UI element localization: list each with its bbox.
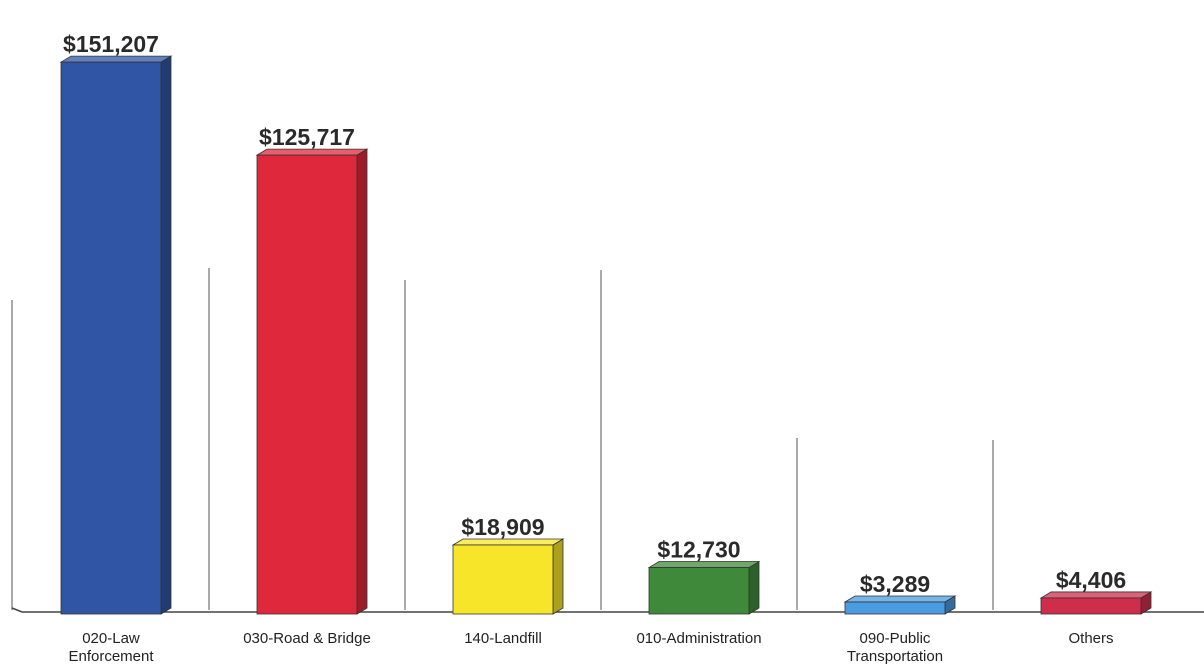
- bar-side: [748, 560, 760, 615]
- bar-front: [648, 567, 750, 615]
- category-label: Others: [1068, 630, 1113, 647]
- bar: [59, 55, 173, 615]
- bar: [451, 538, 565, 615]
- data-label: $18,909: [461, 514, 544, 540]
- baseline: [11, 607, 1204, 613]
- bar-front: [60, 61, 162, 615]
- bar-front: [844, 601, 946, 615]
- value-labels-group: $151,207 $125,717 $18,909 $12,730 $3,289 $4,4…: [63, 31, 1126, 597]
- category-label: 010-Administration: [636, 630, 761, 647]
- bar-side: [552, 538, 564, 615]
- bar-side: [160, 55, 172, 615]
- data-label: $151,207: [63, 31, 159, 57]
- data-label: $3,289: [860, 571, 930, 597]
- data-label: $4,406: [1056, 567, 1126, 593]
- chart-grid: [11, 268, 994, 610]
- chart-floor: [11, 607, 1204, 613]
- bar-front: [452, 544, 554, 615]
- category-labels-group: 020-Law Enforcement 030-Road & Bridge 140-L…: [68, 630, 1113, 665]
- bars-group: [59, 55, 1153, 615]
- data-label: $125,717: [259, 124, 355, 150]
- bar: [843, 595, 957, 615]
- bar: [1039, 591, 1153, 615]
- bar-side: [356, 148, 368, 615]
- data-label: $12,730: [657, 537, 740, 563]
- category-label: 090-Public Transportation: [847, 630, 943, 665]
- bar: [647, 560, 761, 615]
- bar: [255, 148, 369, 615]
- category-label: 140-Landfill: [464, 630, 542, 647]
- bar-front: [1040, 597, 1142, 615]
- category-label: 020-Law Enforcement: [68, 630, 154, 665]
- bar-front: [256, 154, 358, 615]
- category-label: 030-Road & Bridge: [243, 630, 371, 647]
